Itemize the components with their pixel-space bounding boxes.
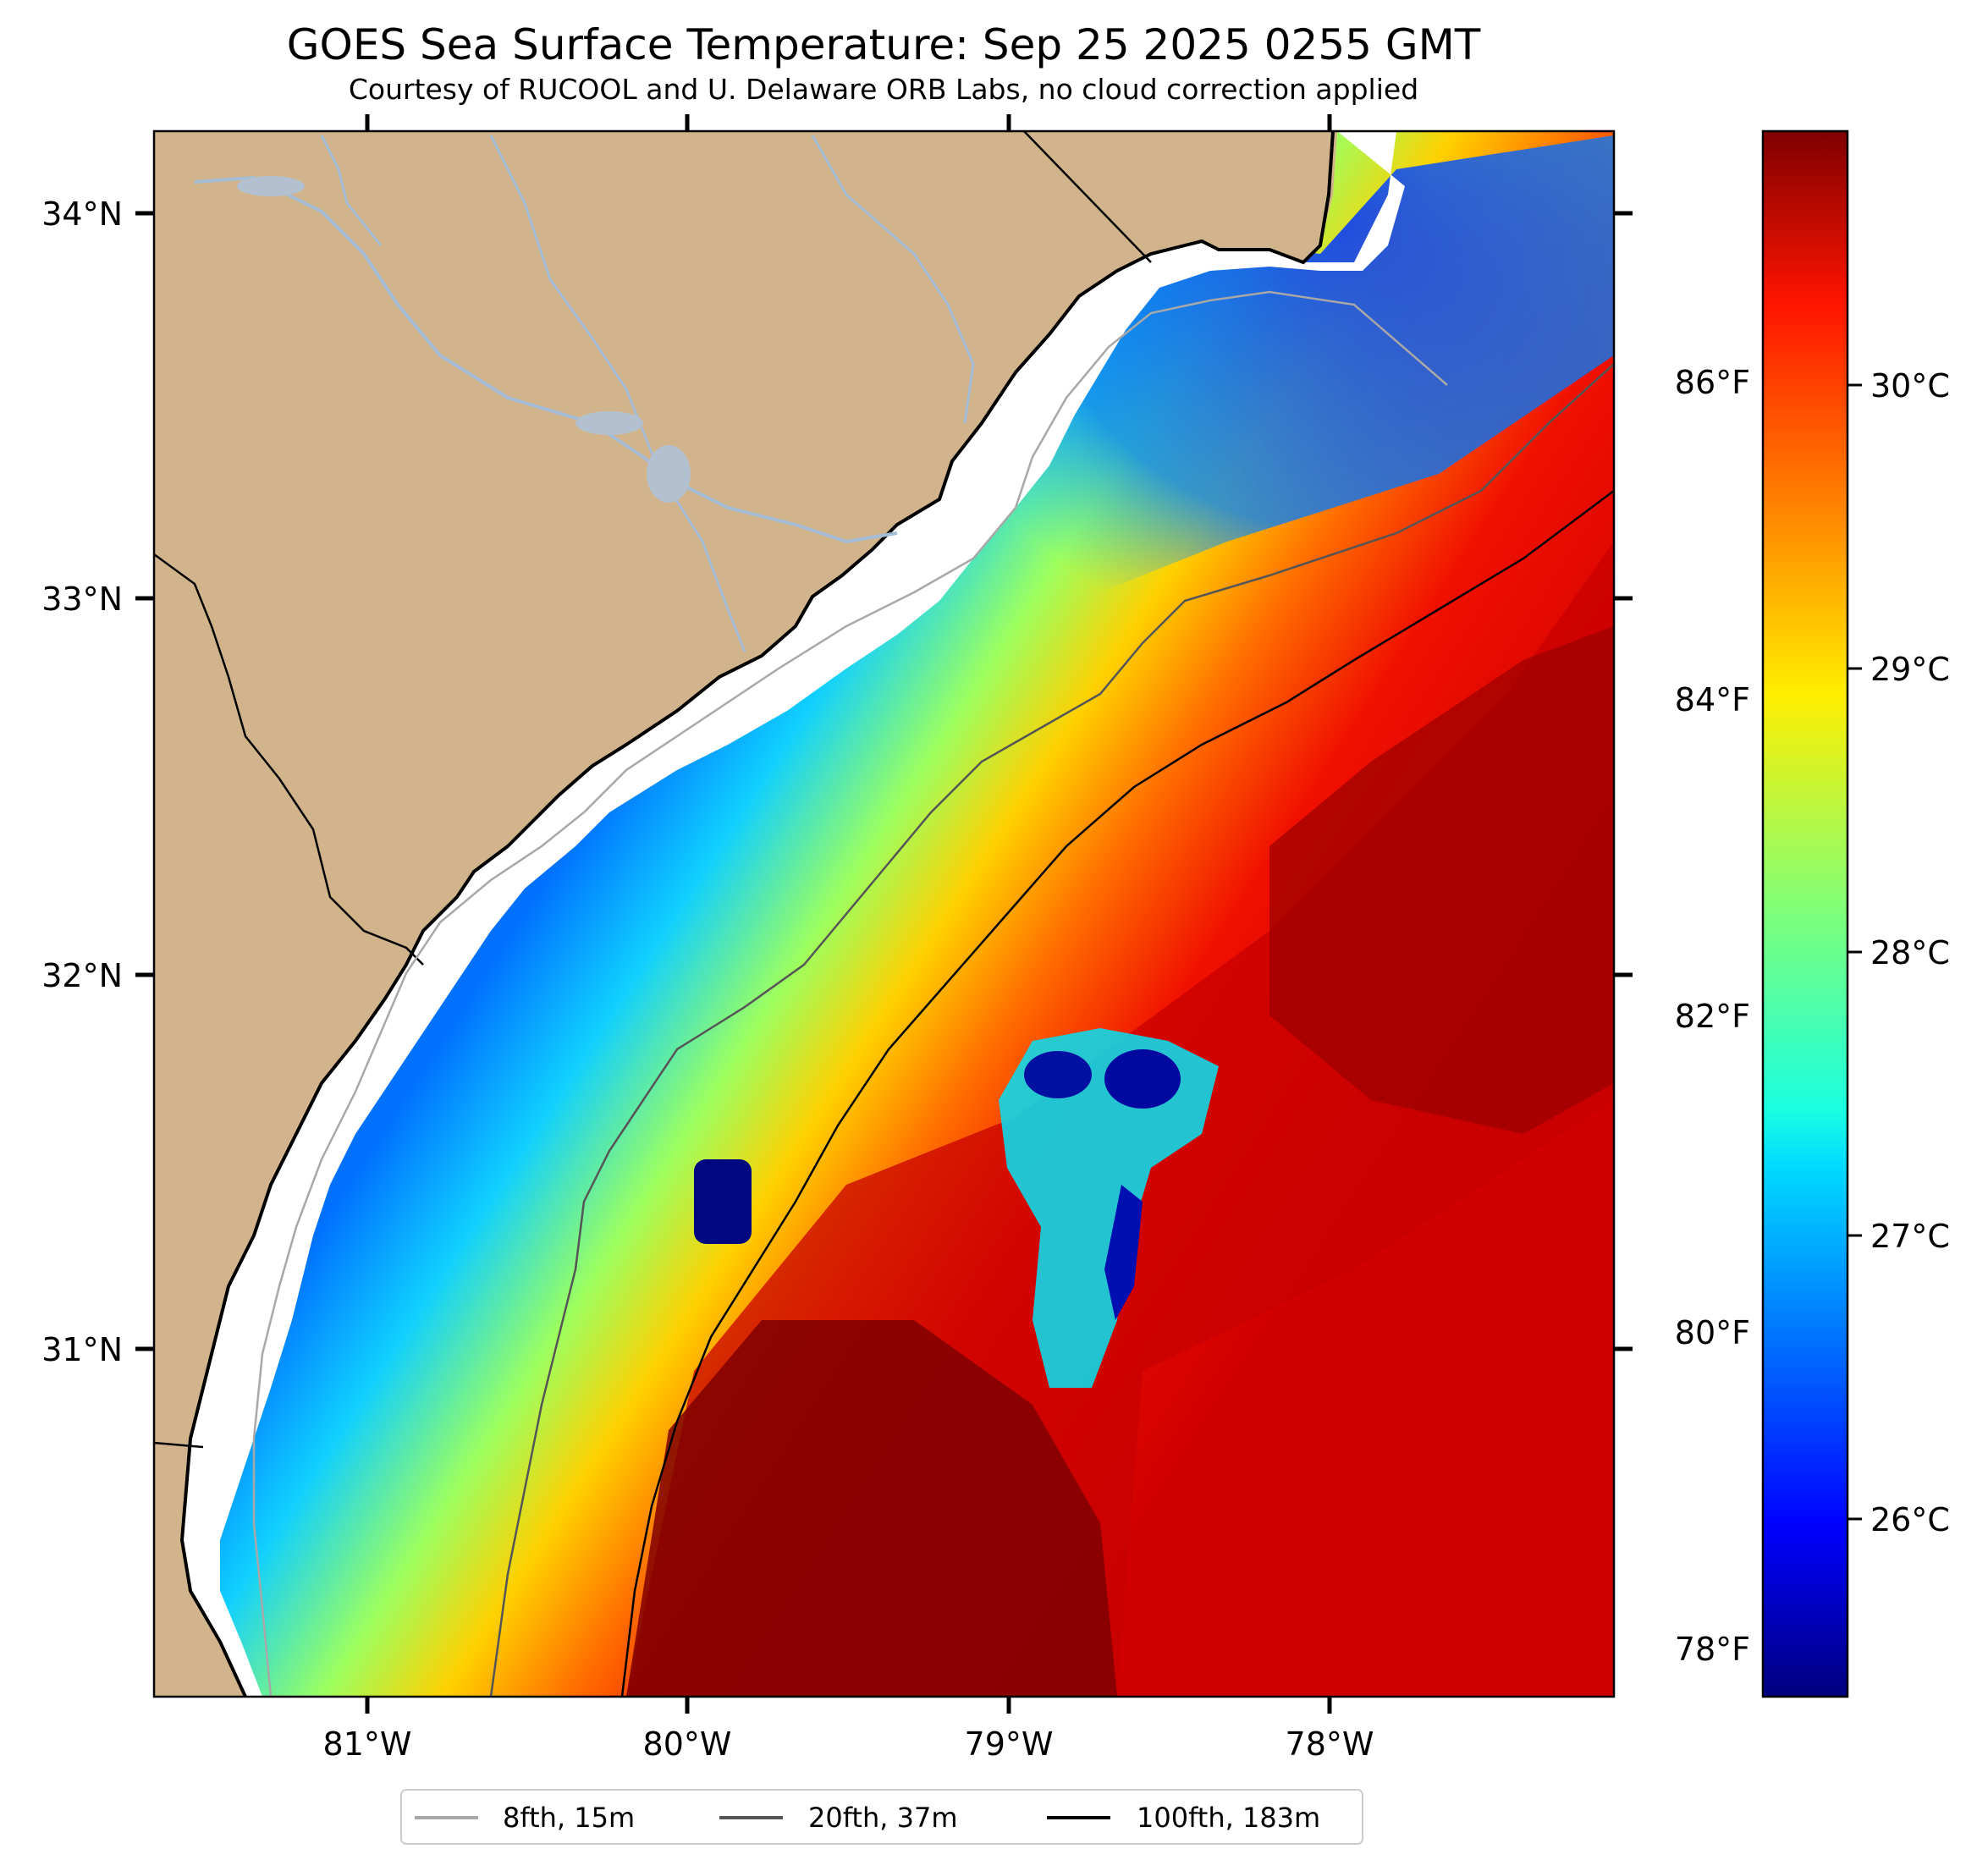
lon-tick-79: 79°W xyxy=(965,1725,1054,1763)
lon-tick-78: 78°W xyxy=(1286,1725,1374,1763)
map-area xyxy=(154,131,1614,1697)
river-3 xyxy=(489,135,746,652)
cold-core-3 xyxy=(1104,1185,1143,1320)
map-frame xyxy=(152,129,1616,1698)
cold-eddy-ring xyxy=(999,1028,1219,1388)
lat-tick-31: 31°N xyxy=(41,1331,123,1368)
f-tick-84: 84°F xyxy=(1675,681,1750,718)
c-tick-26: 26°C xyxy=(1870,1501,1950,1538)
state-border-nc-sc xyxy=(1023,131,1152,263)
lon-tick-80: 80°W xyxy=(643,1725,732,1763)
warm-eddy xyxy=(626,1320,1117,1697)
lon-tick-81: 81°W xyxy=(323,1725,412,1763)
legend-box xyxy=(400,1789,1363,1845)
legend-label-15m: 8fth, 15m xyxy=(503,1802,635,1834)
coastline xyxy=(179,131,1335,1697)
lake-wateree xyxy=(237,176,305,196)
lake-moultrie xyxy=(575,411,643,435)
land xyxy=(154,131,1337,1697)
cold-core-1 xyxy=(1024,1051,1092,1098)
c-tick-28: 28°C xyxy=(1870,934,1950,971)
cold-eddy-west xyxy=(694,1159,752,1244)
f-tick-78: 78°F xyxy=(1675,1631,1750,1668)
c-tick-27: 27°C xyxy=(1870,1218,1950,1255)
warm-filament-east xyxy=(1269,626,1614,1134)
c-tick-29: 29°C xyxy=(1870,651,1950,688)
river-4 xyxy=(811,135,975,424)
lon-axis-top xyxy=(365,114,1332,131)
colorbar: 30°C 29°C 28°C 27°C 26°C xyxy=(1761,129,1950,1698)
river-2 xyxy=(320,135,383,246)
lon-axis: 81°W 80°W 79°W 78°W xyxy=(323,1697,1374,1763)
isobath-legend: 8fth, 15m 20fth, 37m 100fth, 183m xyxy=(400,1789,1363,1845)
state-border-ga-sc xyxy=(154,553,424,966)
lat-tick-34: 34°N xyxy=(41,195,123,233)
legend-label-37m: 20fth, 37m xyxy=(808,1802,957,1834)
map-subtitle: Courtesy of RUCOOL and U. Delaware ORB L… xyxy=(349,73,1418,106)
f-tick-86: 86°F xyxy=(1675,364,1750,401)
cold-shelf-water xyxy=(154,135,1614,1608)
lat-axis-right xyxy=(1614,211,1633,1351)
legend-label-183m: 100fth, 183m xyxy=(1137,1802,1320,1834)
isobath-183m xyxy=(620,489,1614,1697)
f-tick-82: 82°F xyxy=(1675,998,1750,1035)
lat-tick-32: 32°N xyxy=(41,957,123,994)
f-tick-80: 80°F xyxy=(1675,1314,1750,1351)
lat-axis: 34°N 33°N 32°N 31°N xyxy=(41,195,154,1368)
isobath-37m xyxy=(489,363,1614,1697)
lake-marion xyxy=(647,445,691,503)
isobath-15m xyxy=(252,290,1448,1697)
lat-tick-33: 33°N xyxy=(41,581,123,618)
river-1 xyxy=(194,175,898,544)
c-tick-30: 30°C xyxy=(1870,367,1950,404)
map-title: GOES Sea Surface Temperature: Sep 25 202… xyxy=(287,20,1481,69)
colorbar-gradient xyxy=(1761,129,1849,1698)
state-border-fl-ga xyxy=(154,1441,204,1449)
cold-core-2 xyxy=(1104,1049,1181,1109)
